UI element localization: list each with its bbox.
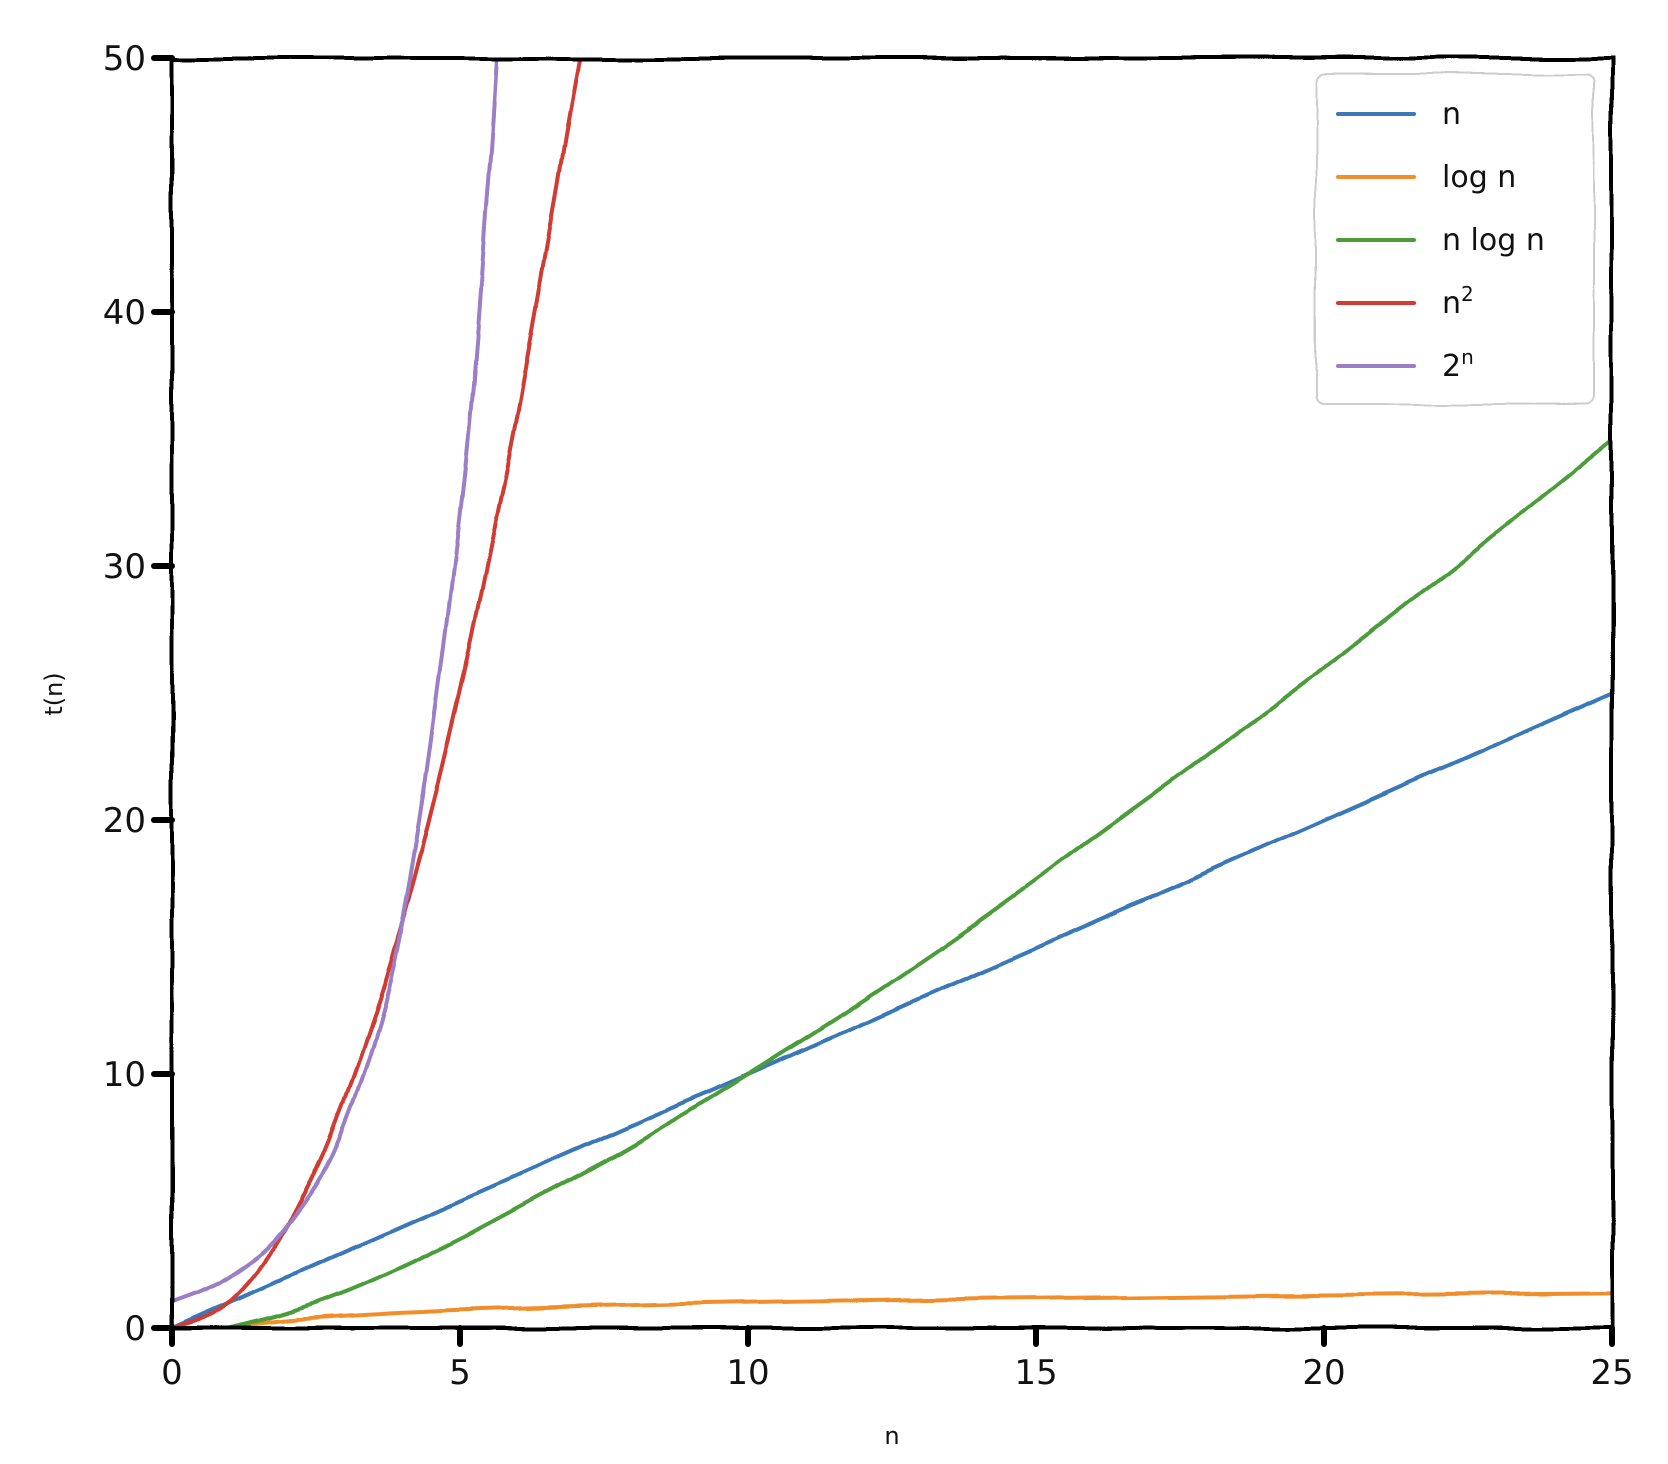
x-tick-label-2: 10	[726, 1353, 769, 1393]
x-tick-label-4: 20	[1302, 1353, 1345, 1393]
x-tick-label-5: 25	[1590, 1353, 1633, 1393]
y-tick-label-4: 40	[103, 293, 146, 333]
legend-box	[1315, 73, 1595, 405]
plot-border	[170, 56, 1614, 1330]
legend: n log n n log n n2 2n	[1315, 73, 1595, 405]
series-layer	[172, 60, 1612, 1328]
series-line-2	[227, 437, 1612, 1328]
legend-label-2: n log n	[1442, 223, 1545, 258]
x-tick-label-3: 15	[1014, 1353, 1057, 1393]
y-tick-label-1: 10	[103, 1055, 146, 1095]
y-tick-label-5: 50	[103, 39, 146, 79]
series-line-1	[227, 1290, 1612, 1328]
y-axis-label: t(n)	[40, 672, 68, 715]
legend-label-3: n2	[1442, 282, 1474, 321]
plot-frame	[170, 56, 1614, 1330]
y-tick-label-3: 30	[103, 547, 146, 587]
x-tick-label-1: 5	[449, 1353, 471, 1393]
legend-label-1: log n	[1442, 160, 1516, 195]
series-line-4	[172, 60, 499, 1305]
legend-label-0: n	[1442, 97, 1461, 132]
series-line-3	[172, 60, 582, 1328]
legend-label-4: 2n	[1442, 345, 1474, 384]
ticks-layer: 0 5 10 15 20 25 0 10 20 30 40 50	[103, 39, 1634, 1393]
y-tick-label-2: 20	[103, 801, 146, 841]
y-tick-label-0: 0	[124, 1309, 146, 1349]
x-tick-label-0: 0	[161, 1353, 183, 1393]
series-line-0	[172, 691, 1612, 1328]
x-axis-label: n	[884, 1422, 899, 1450]
